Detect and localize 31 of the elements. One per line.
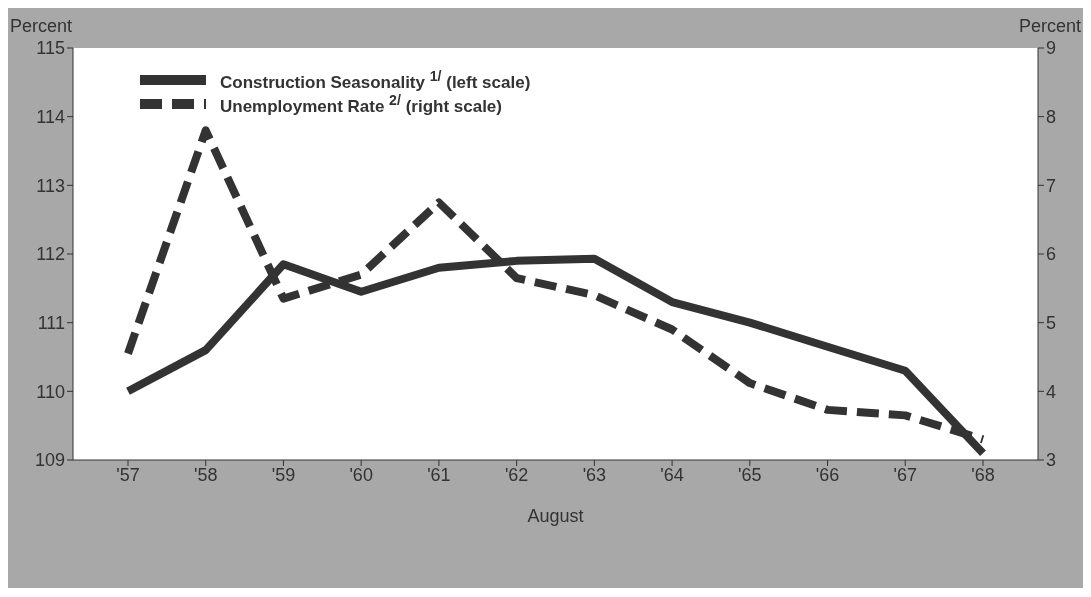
y-tick-label: 111 [37, 313, 65, 334]
legend-label: Unemployment Rate $^{2/}$ (right scale) [220, 91, 502, 117]
y-tick-label: 115 [36, 38, 65, 59]
y-tick-label: 109 [34, 450, 65, 471]
x-tick-label: '61 [427, 464, 451, 485]
x-tick-label: '63 [582, 464, 607, 485]
x-tick-label: '66 [815, 464, 840, 485]
x-tick-label: '64 [660, 464, 684, 485]
x-tick-label: '65 [738, 464, 762, 485]
x-tick-label: '57 [116, 464, 140, 485]
x-tick-label: '59 [271, 464, 296, 485]
x-tick-label: '58 [193, 464, 218, 485]
legend-label: Construction Seasonality $^{1/}$ (left scale) [220, 67, 531, 93]
x-tick-label: '60 [349, 464, 373, 485]
x-tick-label: '67 [893, 464, 918, 485]
y2-tick-label: 6 [1046, 244, 1057, 265]
x-tick-label: '62 [504, 464, 529, 485]
y-axis-title: Percent [10, 16, 73, 37]
y-tick-label: 113 [36, 175, 65, 196]
y2-tick-label: 4 [1046, 381, 1057, 402]
y-tick-label: 114 [36, 107, 65, 128]
y-tick-label: 112 [36, 244, 65, 265]
y2-axis-title: Percent [1018, 16, 1081, 37]
y2-tick-label: 7 [1046, 175, 1057, 196]
x-axis-title: August [527, 506, 584, 526]
x-tick-label: '68 [971, 464, 995, 485]
y2-tick-label: 8 [1046, 107, 1057, 128]
y2-tick-label: 9 [1046, 38, 1057, 59]
y2-tick-label: 5 [1046, 313, 1057, 334]
y-tick-label: 110 [36, 381, 65, 402]
y2-tick-label: 3 [1046, 450, 1057, 471]
